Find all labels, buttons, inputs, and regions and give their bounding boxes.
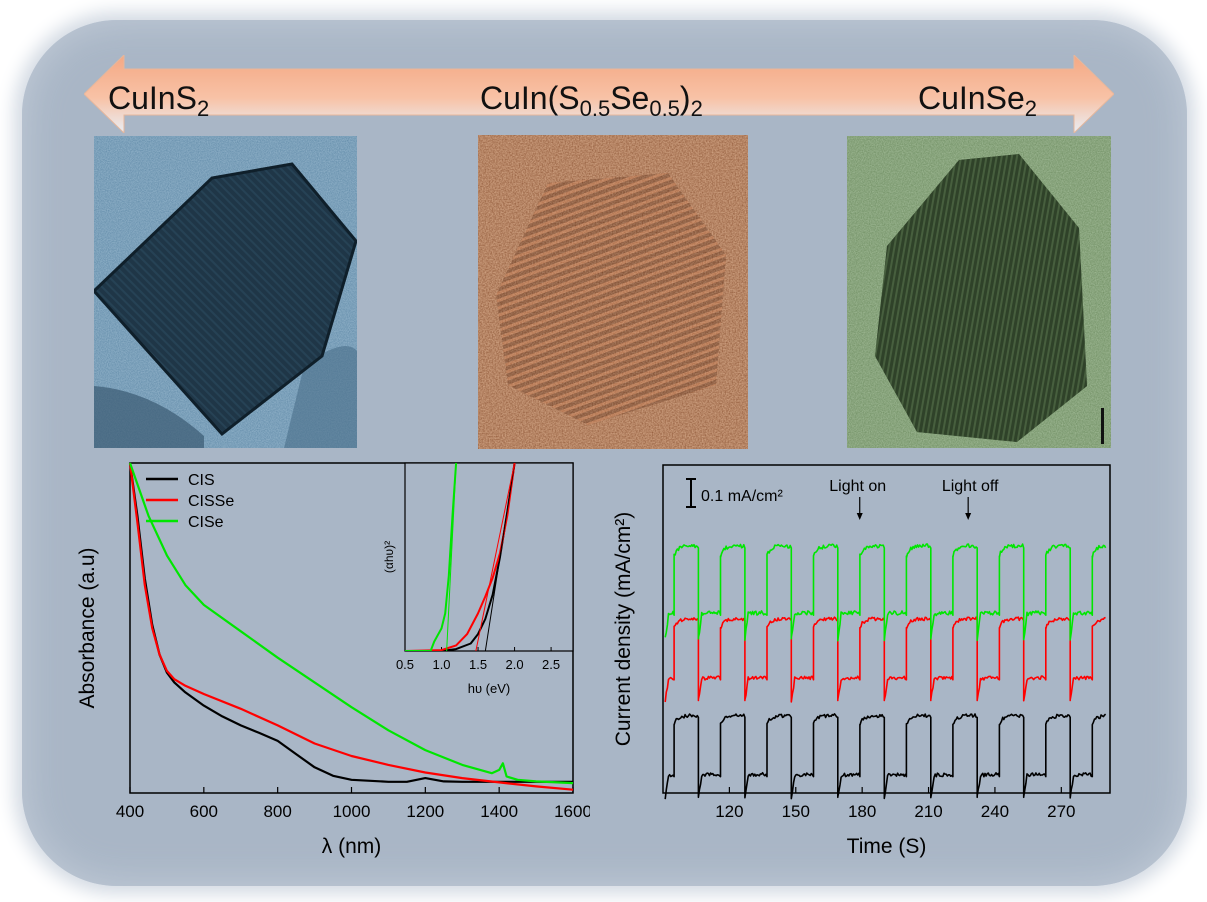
label-cuinsse: CuIn(S0.5Se0.5)2 bbox=[480, 80, 703, 121]
abs-xtick-label: 400 bbox=[116, 802, 144, 821]
inset-plot-frame bbox=[404, 462, 574, 652]
pc-plot-frame bbox=[662, 464, 1111, 794]
abs-xtick-label: 1600 bbox=[554, 802, 590, 821]
pc-series-cisse bbox=[664, 616, 1106, 703]
abs-series-cise bbox=[128, 462, 574, 785]
pc-ylabel: Current density (mA/cm²) bbox=[612, 512, 635, 747]
absorbance-chart: 400 600 800 1000 1200 1400 1600 λ (nm) Absorbanc… bbox=[76, 462, 590, 858]
inset-xtick-label: 2.5 bbox=[542, 657, 560, 672]
legend-label-cise: CISe bbox=[188, 514, 224, 531]
tem-image-cuinsse bbox=[478, 135, 748, 449]
pc-xlabel: Time (S) bbox=[847, 835, 927, 858]
abs-xlabel: λ (nm) bbox=[322, 835, 382, 858]
label-cuins2: CuInS2 bbox=[108, 80, 210, 121]
pc-xtick-label: 210 bbox=[914, 802, 942, 821]
inset-series-cise bbox=[405, 463, 458, 651]
pc-series-cis bbox=[664, 713, 1107, 800]
abs-xtick-label: 800 bbox=[263, 802, 291, 821]
legend-label-cisse: CISSe bbox=[188, 493, 234, 510]
abs-ylabel: Absorbance (a.u) bbox=[76, 547, 99, 708]
pc-xtick-label: 240 bbox=[981, 802, 1009, 821]
inset-xtick-label: 1.0 bbox=[432, 657, 450, 672]
inset-fit-cisse bbox=[475, 463, 516, 651]
inset-xtick-label: 0.5 bbox=[396, 657, 414, 672]
inset-series-group bbox=[405, 463, 516, 651]
pc-xtick-label: 180 bbox=[848, 802, 876, 821]
abs-xtick-label: 1200 bbox=[406, 802, 444, 821]
inset-fit-cise bbox=[446, 463, 457, 651]
composition-arrow bbox=[84, 55, 1114, 133]
abs-series-cisse bbox=[128, 462, 574, 791]
annotation-light-off: Light off bbox=[942, 478, 999, 495]
pc-xtick-label: 120 bbox=[715, 802, 743, 821]
inset-ylabel: (αhυ)² bbox=[382, 541, 396, 573]
tem-image-cuinse2 bbox=[847, 136, 1111, 448]
pc-scale-bar-label: 0.1 mA/cm² bbox=[701, 488, 783, 505]
abs-xtick-label: 1400 bbox=[480, 802, 518, 821]
abs-xtick-label: 1000 bbox=[333, 802, 371, 821]
tem-image-cuins2 bbox=[94, 136, 357, 448]
inset-xlabel: hυ (eV) bbox=[468, 681, 511, 696]
abs-xtick-label: 600 bbox=[190, 802, 218, 821]
legend-label-cis: CIS bbox=[188, 472, 215, 489]
pc-xtick-label: 150 bbox=[782, 802, 810, 821]
inset-fit-cis bbox=[484, 463, 516, 651]
inset-xtick-label: 1.5 bbox=[469, 657, 487, 672]
annotation-light-off-arrowhead bbox=[965, 513, 972, 520]
pc-series-cise bbox=[664, 543, 1107, 642]
label-cuinse2: CuInSe2 bbox=[918, 80, 1037, 121]
pc-xtick-label: 270 bbox=[1047, 802, 1075, 821]
annotation-light-on-arrowhead bbox=[856, 513, 863, 520]
photocurrent-chart: 120 150 180 210 240 270 Time (S) Current densit… bbox=[612, 464, 1111, 858]
inset-xtick-label: 2.0 bbox=[506, 657, 524, 672]
annotation-light-on: Light on bbox=[829, 478, 886, 495]
